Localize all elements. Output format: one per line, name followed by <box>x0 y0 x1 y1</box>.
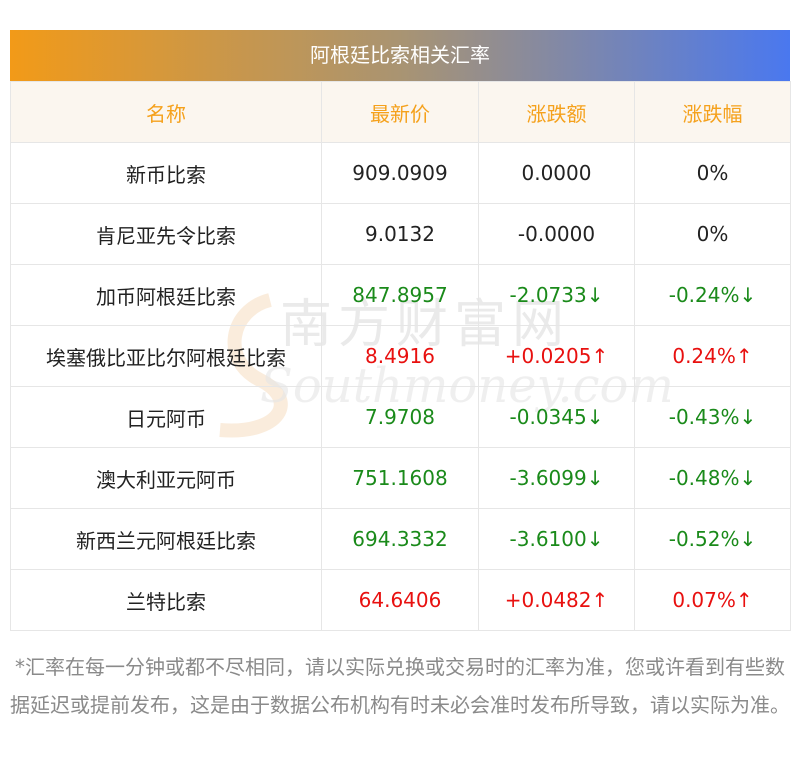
table-row: 新西兰元阿根廷比索 694.3332 -3.6100↓ -0.52%↓ <box>10 508 791 570</box>
cell-pct: 0.24%↑ <box>634 325 791 387</box>
cell-change: -0.0345↓ <box>478 386 635 448</box>
table-row: 埃塞俄比亚比尔阿根廷比索 8.4916 +0.0205↑ 0.24%↑ <box>10 325 791 387</box>
header-change: 涨跌额 <box>478 81 635 143</box>
cell-change: -3.6099↓ <box>478 447 635 509</box>
cell-price: 9.0132 <box>321 203 479 265</box>
cell-pct: 0% <box>634 203 791 265</box>
cell-change: -2.0733↓ <box>478 264 635 326</box>
cell-price: 847.8957 <box>321 264 479 326</box>
disclaimer-note: *汇率在每一分钟或都不尽相同，请以实际兑换或交易时的汇率为准，您或许看到有些数据… <box>10 655 790 717</box>
cell-price: 8.4916 <box>321 325 479 387</box>
table-row: 加币阿根廷比索 847.8957 -2.0733↓ -0.24%↓ <box>10 264 791 326</box>
cell-price: 64.6406 <box>321 569 479 631</box>
table-row: 兰特比索 64.6406 +0.0482↑ 0.07%↑ <box>10 569 791 631</box>
rates-table: 名称 最新价 涨跌额 涨跌幅 新币比索 909.0909 0.0000 0% 肯尼亚先令… <box>10 81 791 631</box>
cell-pct: 0% <box>634 142 791 204</box>
cell-name: 埃塞俄比亚比尔阿根廷比索 <box>10 325 322 387</box>
table-row: 日元阿币 7.9708 -0.0345↓ -0.43%↓ <box>10 386 791 448</box>
cell-change: +0.0205↑ <box>478 325 635 387</box>
header-row: 名称 最新价 涨跌额 涨跌幅 <box>10 81 791 143</box>
cell-price: 751.1608 <box>321 447 479 509</box>
cell-pct: 0.07%↑ <box>634 569 791 631</box>
cell-name: 新币比索 <box>10 142 322 204</box>
cell-price: 7.9708 <box>321 386 479 448</box>
table-row: 新币比索 909.0909 0.0000 0% <box>10 142 791 204</box>
header-pct: 涨跌幅 <box>634 81 791 143</box>
cell-pct: -0.48%↓ <box>634 447 791 509</box>
cell-name: 澳大利亚元阿币 <box>10 447 322 509</box>
cell-pct: -0.52%↓ <box>634 508 791 570</box>
cell-name: 日元阿币 <box>10 386 322 448</box>
cell-change: -3.6100↓ <box>478 508 635 570</box>
cell-change: +0.0482↑ <box>478 569 635 631</box>
cell-price: 694.3332 <box>321 508 479 570</box>
cell-name: 肯尼亚先令比索 <box>10 203 322 265</box>
rates-panel: 阿根廷比索相关汇率 名称 最新价 涨跌额 涨跌幅 新币比索 909.0909 0.0… <box>10 30 791 631</box>
header-name: 名称 <box>10 81 322 143</box>
cell-pct: -0.43%↓ <box>634 386 791 448</box>
cell-change: 0.0000 <box>478 142 635 204</box>
cell-change: -0.0000 <box>478 203 635 265</box>
cell-name: 加币阿根廷比索 <box>10 264 322 326</box>
cell-name: 兰特比索 <box>10 569 322 631</box>
cell-pct: -0.24%↓ <box>634 264 791 326</box>
header-price: 最新价 <box>321 81 479 143</box>
cell-name: 新西兰元阿根廷比索 <box>10 508 322 570</box>
table-title: 阿根廷比索相关汇率 <box>10 30 790 81</box>
table-row: 肯尼亚先令比索 9.0132 -0.0000 0% <box>10 203 791 265</box>
table-row: 澳大利亚元阿币 751.1608 -3.6099↓ -0.48%↓ <box>10 447 791 509</box>
cell-price: 909.0909 <box>321 142 479 204</box>
